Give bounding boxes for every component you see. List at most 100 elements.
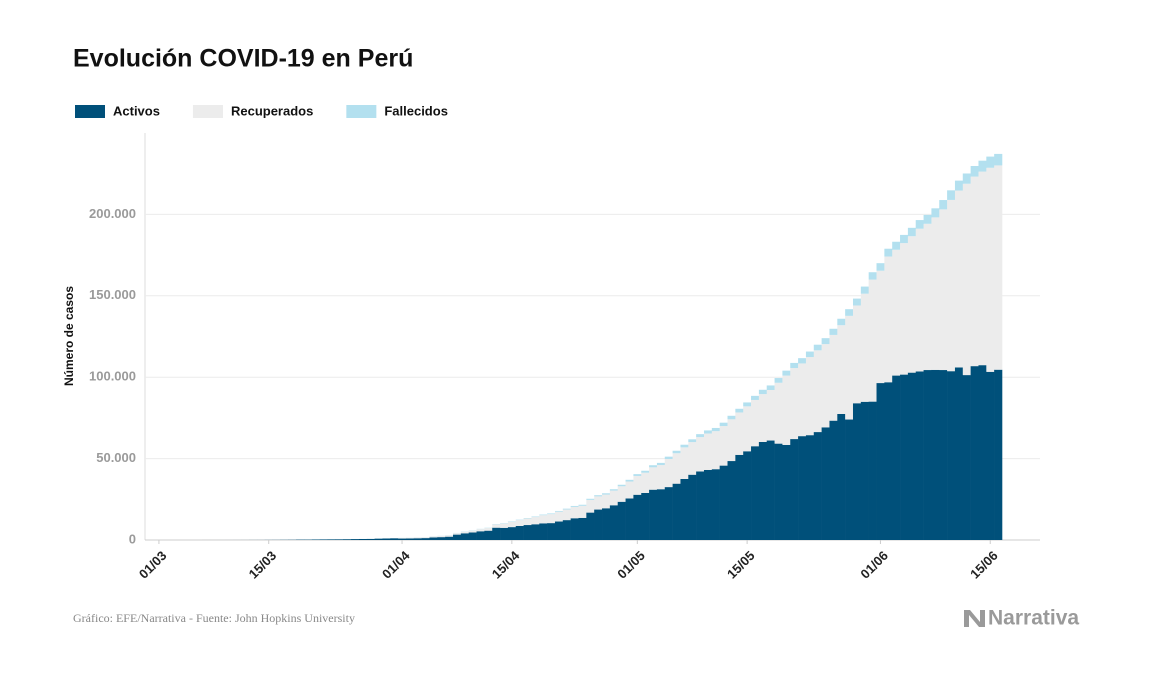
bar-segment: [711, 469, 720, 540]
bar-segment: [500, 523, 509, 528]
bar-segment: [421, 538, 430, 540]
bar-segment: [586, 512, 595, 540]
x-tick-label: 01/05: [614, 548, 648, 582]
bar-segment: [813, 432, 822, 540]
bar-segment: [696, 471, 705, 540]
x-tick-label: 15/04: [489, 547, 523, 581]
bar-segment: [390, 538, 399, 540]
bar-segment: [649, 489, 658, 540]
bar-segment: [437, 537, 446, 540]
bar-segment: [915, 220, 924, 229]
bar-segment: [821, 344, 830, 428]
bar-segment: [947, 371, 956, 540]
bar-segment: [782, 370, 791, 376]
bar-segment: [711, 427, 720, 432]
bar-segment: [876, 383, 885, 540]
bar-segment: [570, 506, 579, 519]
bar-segment: [994, 369, 1003, 540]
bar-segment: [382, 538, 391, 540]
bar-segment: [547, 523, 556, 540]
bar-segment: [790, 368, 799, 440]
bar-segment: [453, 533, 462, 535]
bar-segment: [335, 539, 344, 540]
bar-segment: [743, 406, 752, 452]
bar-segment: [656, 462, 666, 466]
bar-segment: [947, 199, 956, 372]
bar-segment: [735, 412, 744, 455]
bar-segment: [962, 183, 971, 376]
bar-segment: [460, 533, 470, 540]
legend-label: Recuperados: [231, 103, 313, 118]
bar-segment: [727, 415, 736, 420]
bar-segment: [609, 505, 619, 540]
bar-segment: [398, 537, 407, 539]
bar-segment: [492, 527, 501, 540]
bar-segment: [860, 293, 869, 402]
bar-segment: [931, 208, 940, 218]
bar-segment: [602, 493, 611, 495]
bar-segment: [923, 370, 932, 540]
bar-segment: [931, 217, 940, 370]
bar-segment: [774, 382, 783, 444]
bar-segment: [774, 443, 783, 540]
bar-segment: [907, 236, 917, 373]
bar-segment: [594, 495, 603, 497]
bar-segment: [672, 483, 681, 540]
bar-segment: [374, 538, 383, 540]
bar-segment: [766, 385, 775, 390]
bar-segment: [594, 509, 603, 540]
bar-segment: [343, 539, 352, 540]
legend-swatch: [346, 105, 377, 118]
bar-segment: [547, 513, 556, 515]
x-tick-label: 15/05: [724, 548, 758, 582]
bar-segment: [860, 286, 869, 294]
bar-segment: [790, 439, 799, 540]
bar-segment: [939, 209, 948, 371]
x-tick-label: 01/03: [136, 548, 170, 582]
bar-segment: [398, 538, 407, 540]
bar-segment: [805, 357, 815, 436]
bar-segment: [907, 227, 917, 237]
bar-segment: [445, 536, 454, 540]
bar-segment: [719, 465, 728, 540]
bar-segment: [962, 173, 971, 184]
bar-segment: [852, 305, 862, 404]
bar-segment: [986, 167, 995, 372]
bar-segment: [405, 538, 415, 540]
bar-segment: [743, 451, 752, 540]
bar-segment: [688, 442, 697, 475]
bar-segment: [915, 228, 924, 372]
bar-segment: [405, 537, 415, 539]
legend-swatch: [192, 105, 223, 118]
bar-segment: [954, 190, 964, 368]
bar-segment: [868, 279, 877, 402]
bar-segment: [547, 514, 556, 524]
bar-segment: [664, 456, 673, 460]
bar-segment: [900, 374, 909, 540]
bar-segment: [633, 474, 642, 476]
bar-segment: [711, 431, 720, 470]
bar-segment: [696, 434, 705, 438]
bar-segment: [429, 537, 438, 540]
bar-segment: [735, 408, 744, 413]
bar-segment: [507, 521, 517, 528]
bar-segment: [829, 328, 838, 335]
bar-segment: [515, 525, 524, 540]
bar-segment: [476, 529, 485, 532]
bar-segment: [852, 403, 862, 540]
bar-segment: [743, 402, 752, 407]
bar-segment: [492, 524, 501, 528]
bar-segment: [727, 461, 736, 540]
bar-segment: [468, 530, 477, 533]
bar-segment: [539, 523, 548, 540]
bar-segment: [884, 248, 893, 257]
x-tick-label: 01/04: [379, 547, 413, 581]
bar-segment: [437, 535, 446, 538]
bar-segment: [970, 165, 979, 177]
bar-segment: [751, 446, 760, 540]
bar-segment: [758, 441, 768, 540]
bar-segment: [845, 315, 854, 420]
bar-segment: [954, 180, 964, 191]
bar-segment: [429, 536, 438, 538]
bar-segment: [445, 535, 454, 537]
